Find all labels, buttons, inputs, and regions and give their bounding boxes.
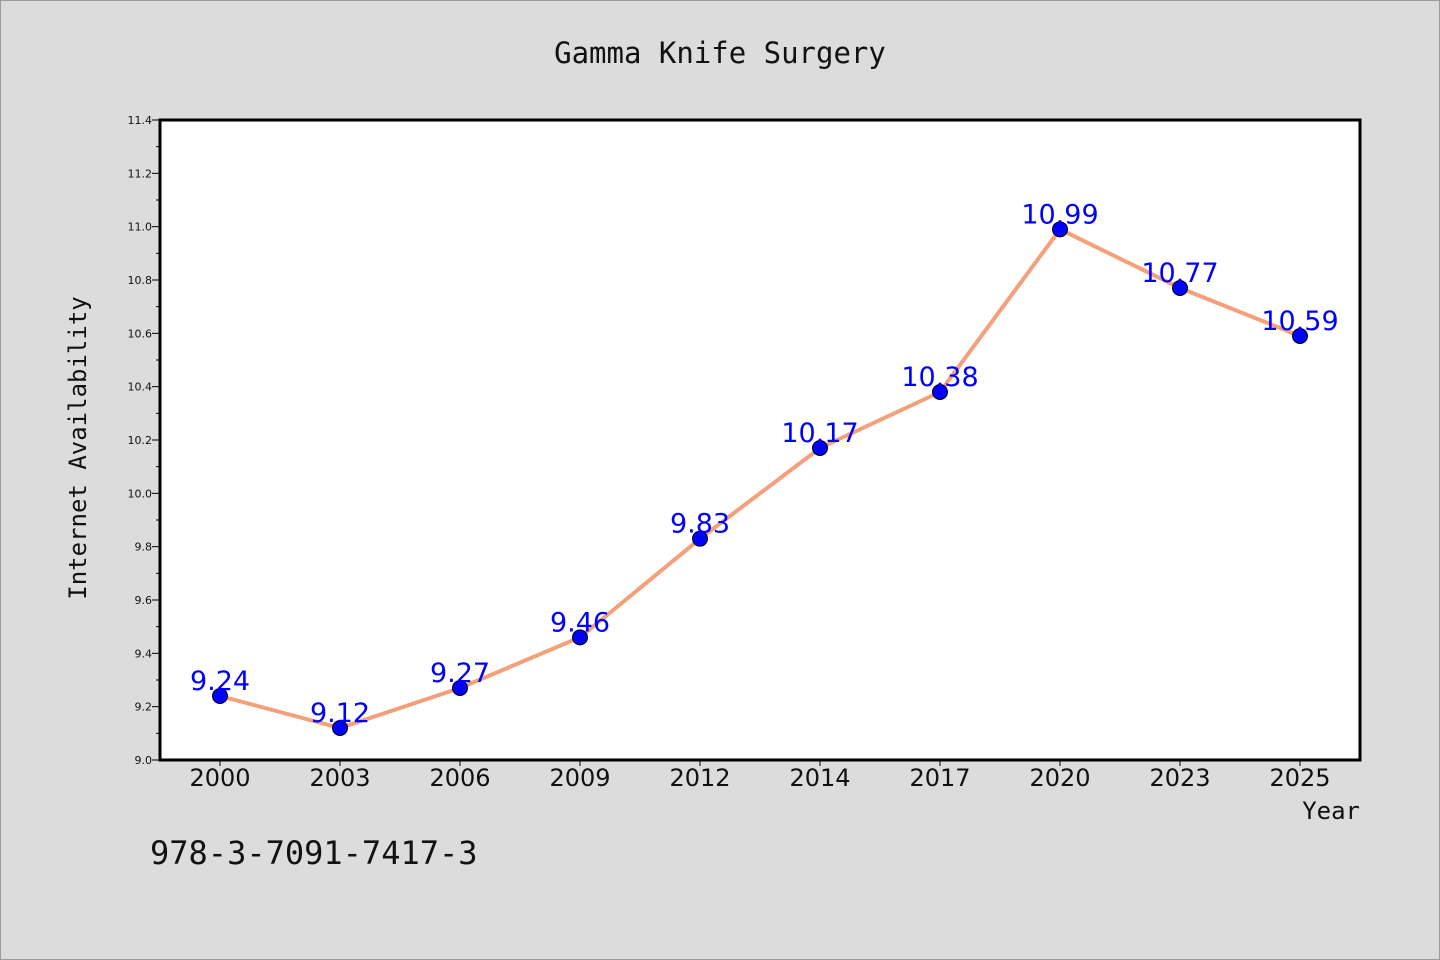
- y-axis-label: Internet Availability: [64, 296, 92, 599]
- data-label: 9.27: [430, 658, 490, 689]
- data-label: 9.24: [190, 666, 250, 697]
- data-labels: 9.24 9.12 9.27 9.46 9.83 10.17 10.38 10.99 10.77…: [190, 199, 1339, 729]
- y-tick-label: 9.4: [135, 647, 153, 660]
- data-point-marker: [1172, 280, 1188, 296]
- data-label: 9.83: [670, 509, 730, 540]
- data-label: 10.59: [1261, 306, 1338, 337]
- y-tick-label: 9.0: [135, 754, 153, 767]
- plot-area: [160, 120, 1360, 760]
- y-tick-label: 10.2: [128, 434, 153, 447]
- data-label: 10.99: [1021, 199, 1098, 230]
- y-tick-label: 11.4: [128, 114, 153, 127]
- data-point-marker: [1292, 328, 1308, 344]
- x-tick-label: 2000: [189, 764, 250, 792]
- y-tick-label: 10.4: [128, 381, 153, 394]
- x-tick-label: 2009: [549, 764, 610, 792]
- x-axis-ticks: 2000 2003 2006 2009 2012 2014 2017 2020 2023 2025: [189, 760, 1331, 792]
- data-label: 9.46: [550, 607, 610, 638]
- y-tick-label: 11.2: [128, 167, 153, 180]
- y-tick-label: 9.8: [135, 541, 153, 554]
- plot-border: [158, 118, 1362, 762]
- y-tick-label: 10.6: [128, 327, 153, 340]
- data-point-marker: [692, 530, 708, 547]
- data-point-marker: [332, 720, 348, 736]
- data-point-marker: [1052, 221, 1068, 238]
- y-tick-label: 11.0: [128, 221, 153, 234]
- series-line: [219, 227, 1301, 730]
- x-tick-label: 2023: [1149, 764, 1210, 792]
- data-point-marker: [812, 440, 828, 456]
- x-tick-label: 2012: [669, 764, 730, 792]
- x-tick-label: 2020: [1029, 764, 1090, 792]
- x-axis-label: Year: [1302, 797, 1360, 825]
- data-label: 10.17: [781, 418, 858, 449]
- data-point-marker: [212, 688, 228, 704]
- y-tick-label: 9.6: [135, 594, 153, 607]
- y-tick-label: 9.2: [135, 701, 153, 714]
- y-tick-label: 10.8: [128, 274, 153, 287]
- data-label: 10.77: [1141, 258, 1218, 289]
- data-label: 9.12: [310, 698, 370, 729]
- isbn-annotation: 978-3-7091-7417-3: [150, 834, 478, 872]
- x-tick-label: 2017: [909, 764, 970, 792]
- series-markers: [212, 221, 1308, 736]
- y-tick-label: 10.0: [128, 487, 153, 500]
- y-axis-ticks: 9.0 9.2 9.4 9.6 9.8 10.0 10.2 10.4 10.6 10.8 11.0 1…: [128, 114, 160, 767]
- x-tick-label: 2006: [429, 764, 490, 792]
- chart-title: Gamma Knife Surgery: [554, 36, 886, 70]
- x-tick-label: 2014: [789, 764, 850, 792]
- data-point-marker: [572, 629, 588, 646]
- data-point-marker: [452, 680, 468, 696]
- data-point-marker: [932, 384, 948, 400]
- x-tick-label: 2025: [1269, 764, 1330, 792]
- data-label: 10.38: [901, 362, 978, 393]
- x-tick-label: 2003: [309, 764, 370, 792]
